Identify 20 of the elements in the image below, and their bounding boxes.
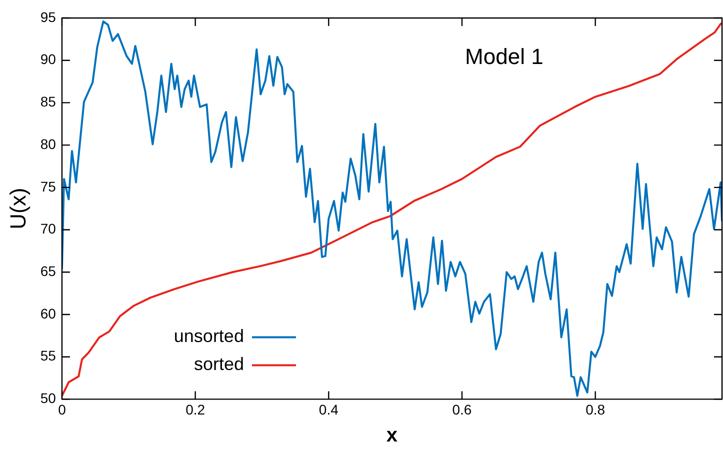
y-tick-label: 75 (40, 178, 56, 194)
y-tick-label: 90 (40, 51, 56, 68)
y-tick-label: 60 (40, 305, 56, 322)
y-tick-label: 70 (40, 220, 56, 237)
y-axis-title: U(x) (5, 188, 30, 230)
x-tick-label: 0.8 (586, 401, 606, 418)
y-tick-label: 85 (40, 94, 56, 110)
y-tick-label: 95 (40, 8, 56, 25)
x-tick-label: 0.4 (318, 401, 339, 418)
x-tick-label: 0.2 (186, 401, 206, 418)
x-axis-title: x (386, 424, 398, 447)
x-tick-label: 0 (58, 401, 66, 418)
annotation: Model 1 (465, 44, 544, 70)
y-tick-label: 65 (40, 262, 56, 279)
y-tick-label: 50 (40, 390, 56, 406)
x-tick-label: 0.6 (452, 401, 472, 418)
legend-label: sorted (194, 354, 244, 374)
legend-label: unsorted (174, 326, 244, 346)
y-tick-label: 80 (40, 136, 56, 152)
y-tick-label: 55 (40, 348, 56, 364)
